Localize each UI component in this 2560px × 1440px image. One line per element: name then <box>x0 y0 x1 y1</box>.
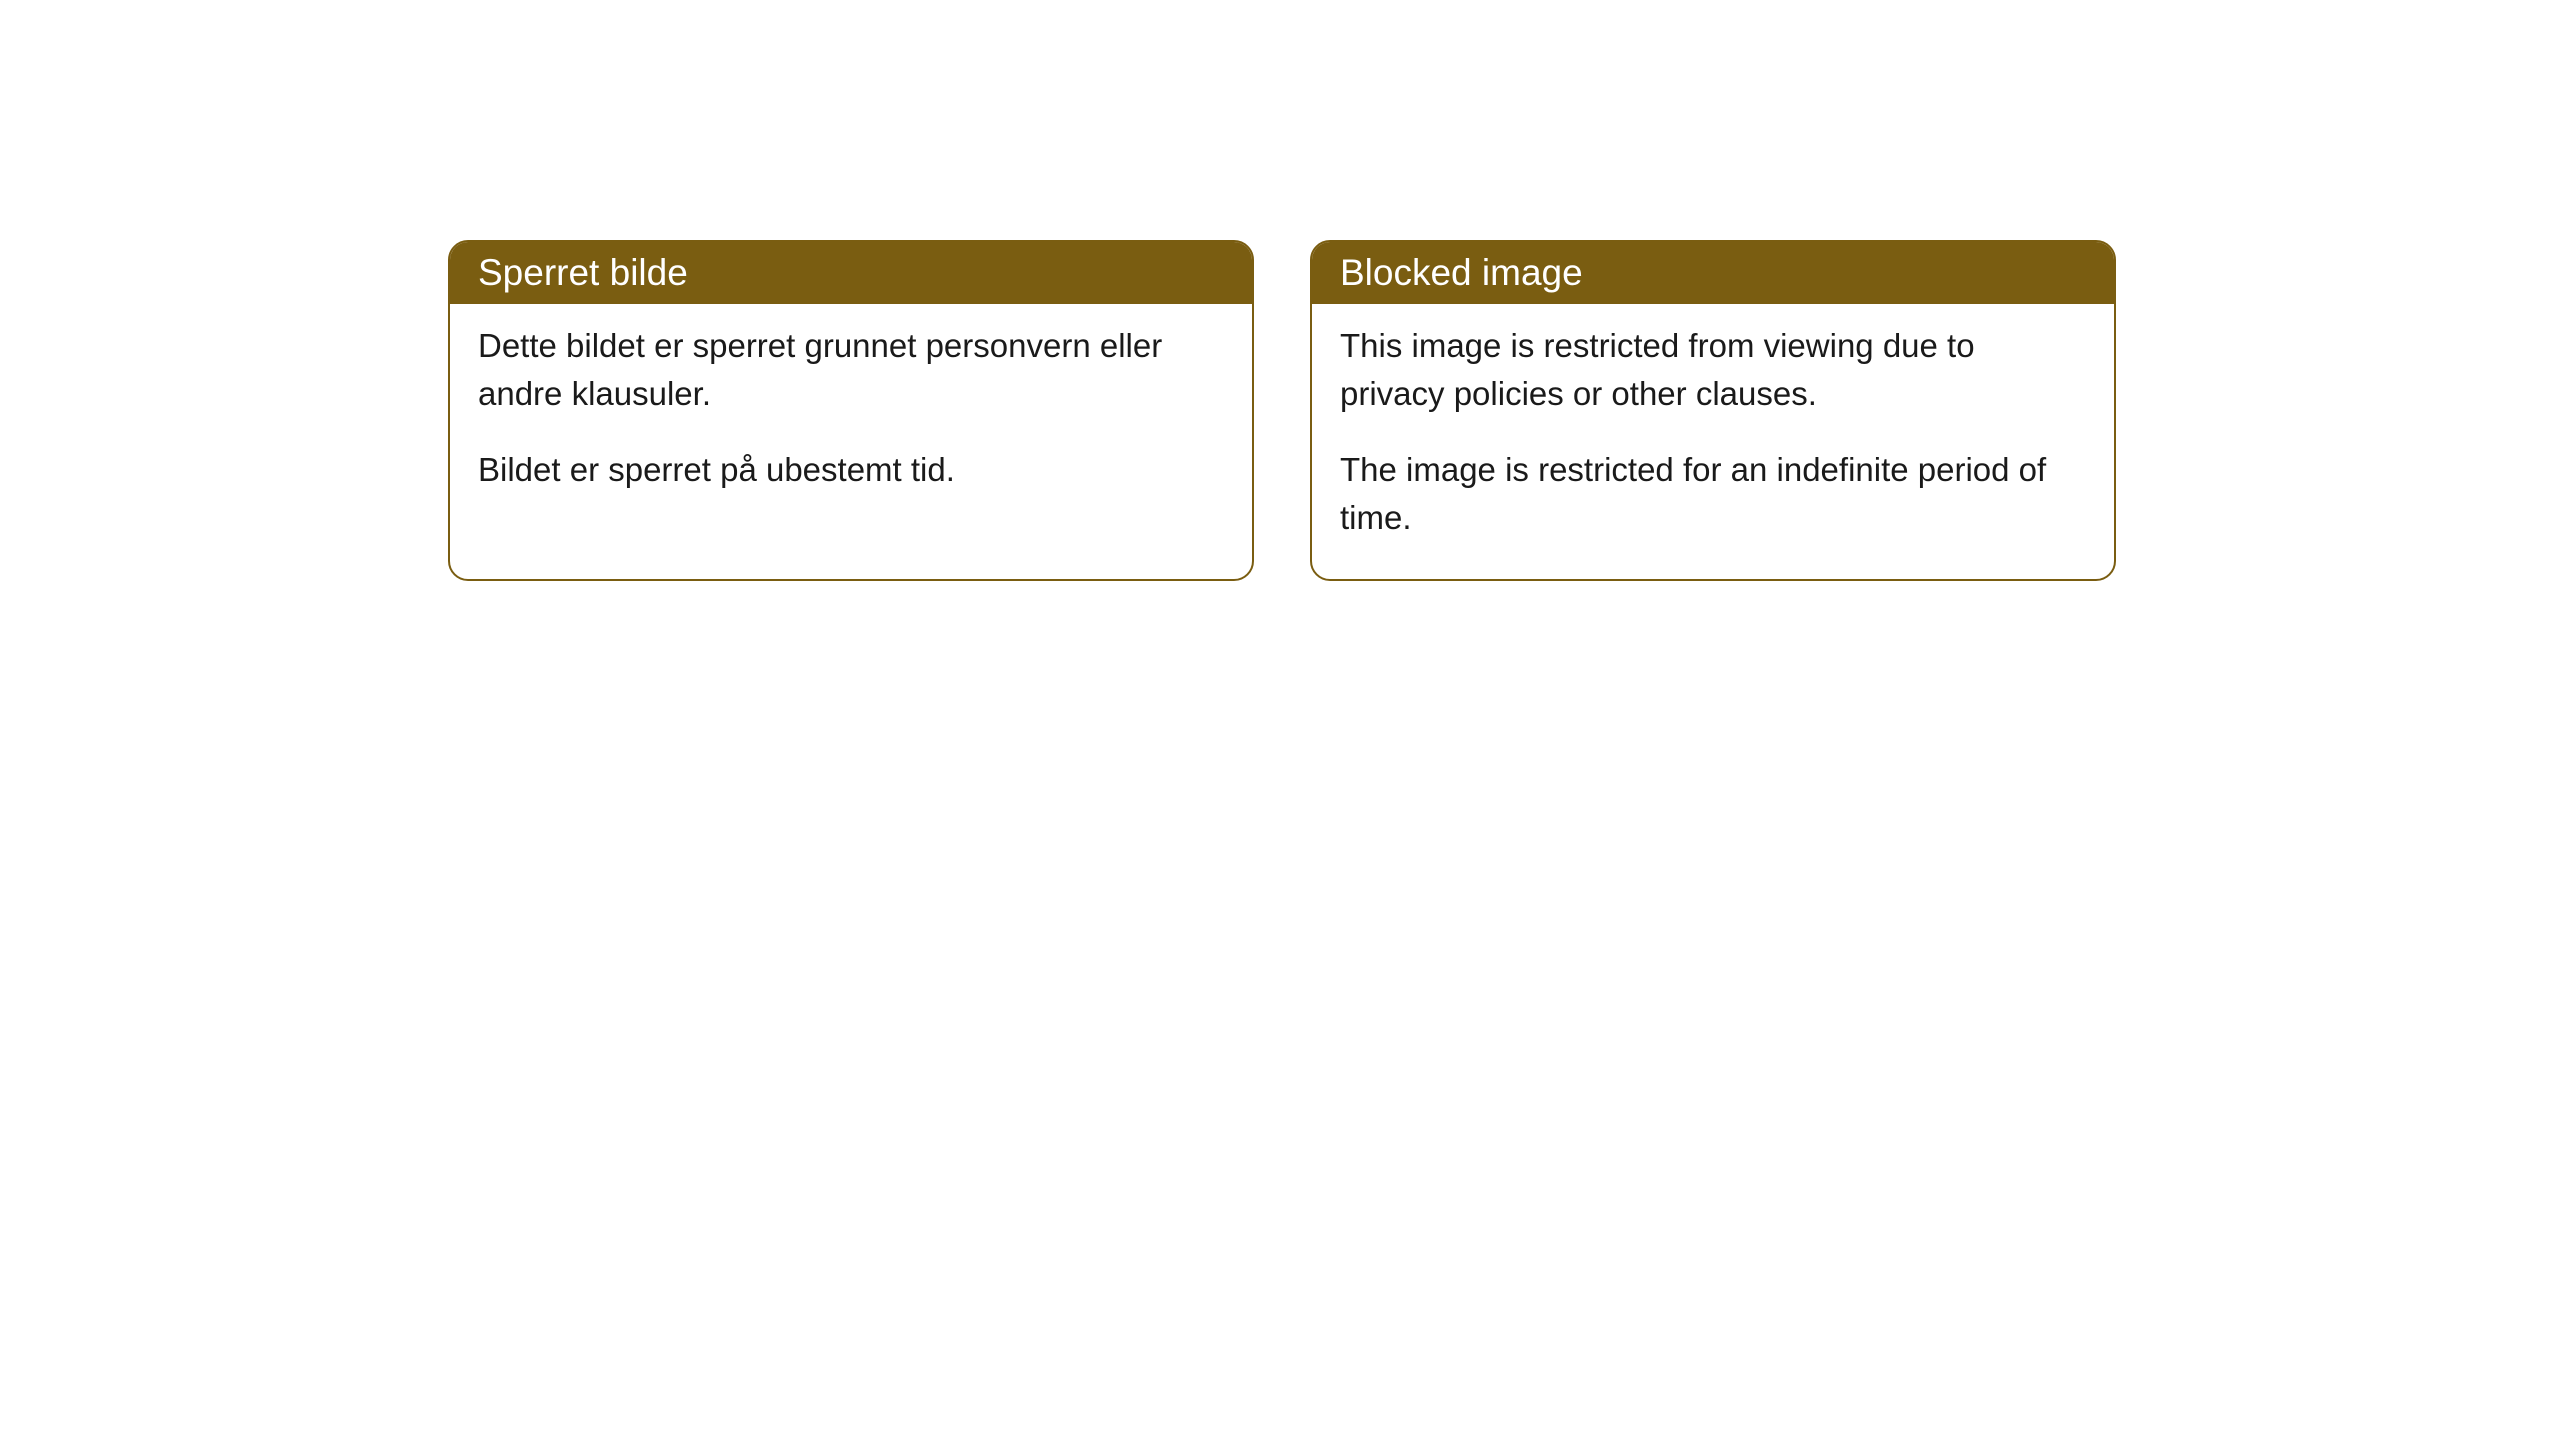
card-text-paragraph: Dette bildet er sperret grunnet personve… <box>478 322 1224 418</box>
notice-cards-container: Sperret bilde Dette bildet er sperret gr… <box>0 0 2560 581</box>
card-text-paragraph: This image is restricted from viewing du… <box>1340 322 2086 418</box>
card-header-norwegian: Sperret bilde <box>450 242 1252 304</box>
card-body-norwegian: Dette bildet er sperret grunnet personve… <box>450 304 1252 532</box>
blocked-image-card-english: Blocked image This image is restricted f… <box>1310 240 2116 581</box>
card-body-english: This image is restricted from viewing du… <box>1312 304 2114 579</box>
card-header-english: Blocked image <box>1312 242 2114 304</box>
card-text-paragraph: The image is restricted for an indefinit… <box>1340 446 2086 542</box>
card-text-paragraph: Bildet er sperret på ubestemt tid. <box>478 446 1224 494</box>
blocked-image-card-norwegian: Sperret bilde Dette bildet er sperret gr… <box>448 240 1254 581</box>
card-title: Blocked image <box>1340 252 1583 293</box>
card-title: Sperret bilde <box>478 252 688 293</box>
